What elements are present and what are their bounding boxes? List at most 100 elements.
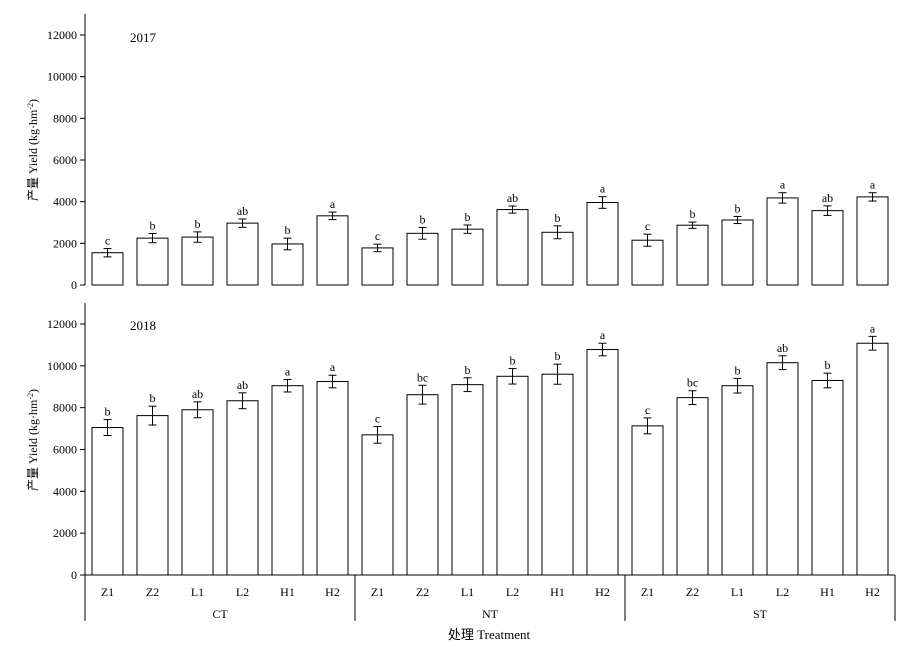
x-axis-title: 处理 Treatment [448, 627, 531, 642]
significance-letter: b [420, 213, 426, 227]
significance-letter: a [600, 328, 606, 342]
significance-letter: b [465, 363, 471, 377]
x-tick-label: H2 [325, 585, 340, 599]
x-tick-label: Z2 [416, 585, 429, 599]
significance-letter: ab [192, 387, 203, 401]
significance-letter: ab [777, 341, 788, 355]
bar [271, 385, 304, 576]
bar [181, 409, 214, 576]
y-tick-label: 2000 [53, 526, 77, 540]
group-label: NT [482, 607, 499, 621]
bar [226, 400, 259, 576]
bar [91, 252, 124, 286]
bar [856, 342, 889, 576]
bar [361, 247, 394, 286]
bar [766, 197, 799, 286]
y-tick-label: 0 [71, 278, 77, 292]
significance-letter: bc [417, 370, 428, 384]
bar [856, 196, 889, 286]
panel-2018: 0 2000 4000 6000 8000 10000 12000 产量 Yield (kg·… [26, 303, 889, 582]
significance-letter: b [150, 219, 156, 233]
bar [271, 243, 304, 286]
x-tick-label: L1 [191, 585, 204, 599]
significance-letter: c [375, 229, 380, 243]
y-tick-label: 2000 [53, 236, 77, 250]
y-axis-title: 产量 Yield (kg·hm-2) [26, 389, 41, 491]
bar [766, 362, 799, 576]
bar [811, 379, 844, 576]
significance-letter: a [330, 197, 336, 211]
bar [136, 415, 169, 576]
bar [406, 394, 439, 576]
significance-letter: a [285, 364, 291, 378]
bar [136, 237, 169, 286]
panel-2017: 0 2000 4000 6000 8000 10000 12000 产量 Yield (kg·… [26, 14, 889, 292]
y-tick-label: 6000 [53, 443, 77, 457]
bar [631, 425, 664, 576]
significance-letter: c [105, 234, 110, 248]
bar [181, 236, 214, 286]
panel-year-label: 2017 [130, 30, 157, 45]
y-tick-label: 10000 [47, 70, 77, 84]
x-tick-label: L1 [731, 585, 744, 599]
y-tick-label: 6000 [53, 153, 77, 167]
significance-letter: c [645, 403, 650, 417]
bar [496, 209, 529, 286]
bar [541, 231, 574, 286]
significance-letter: c [375, 411, 380, 425]
bar [451, 384, 484, 576]
bar [631, 239, 664, 286]
significance-letter: b [735, 363, 741, 377]
y-tick-label: 10000 [47, 359, 77, 373]
significance-letter: c [645, 219, 650, 233]
x-tick-label: H1 [820, 585, 835, 599]
x-tick-label: Z1 [101, 585, 114, 599]
y-tick-label: 8000 [53, 401, 77, 415]
significance-letter: b [510, 354, 516, 368]
significance-letter: b [195, 217, 201, 231]
significance-letter: ab [237, 204, 248, 218]
x-axis-area: Z1 Z2 L1 L2 H1 H2 Z1 Z2 L1 L2 H1 H2 Z1 Z2 L1 L2 H1 H2 CT NT… [84, 574, 896, 621]
significance-letter: b [465, 210, 471, 224]
y-tick-label: 12000 [47, 317, 77, 331]
x-tick-label: H1 [550, 585, 565, 599]
bar [811, 210, 844, 286]
significance-letter: b [555, 349, 561, 363]
significance-letter: ab [507, 191, 518, 205]
y-tick-label: 8000 [53, 111, 77, 125]
bar [316, 381, 349, 576]
x-tick-label: Z2 [146, 585, 159, 599]
significance-letter: b [150, 391, 156, 405]
y-tick-label: 4000 [53, 195, 77, 209]
y-tick-label: 4000 [53, 484, 77, 498]
bar [676, 224, 709, 286]
bar [316, 215, 349, 286]
significance-letter: b [735, 201, 741, 215]
x-tick-label: H2 [865, 585, 880, 599]
bar [541, 373, 574, 576]
bar [91, 427, 124, 576]
x-tick-label: Z1 [641, 585, 654, 599]
bar [586, 202, 619, 286]
bar [226, 222, 259, 286]
x-tick-label: H1 [280, 585, 295, 599]
x-tick-label: Z1 [371, 585, 384, 599]
significance-letter: a [870, 321, 876, 335]
y-tick-label: 12000 [47, 28, 77, 42]
significance-letter: a [600, 182, 606, 196]
bar [361, 434, 394, 576]
significance-letter: b [555, 211, 561, 225]
bar [721, 219, 754, 286]
panel-year-label: 2018 [130, 318, 156, 333]
x-tick-label: L2 [506, 585, 519, 599]
bar [676, 397, 709, 576]
significance-letter: bc [687, 376, 698, 390]
significance-letter: b [285, 223, 291, 237]
bar [451, 228, 484, 286]
significance-letter: a [330, 360, 336, 374]
significance-letter: b [690, 207, 696, 221]
bar [586, 349, 619, 576]
x-tick-label: L2 [236, 585, 249, 599]
bar [496, 375, 529, 576]
x-tick-label: Z2 [686, 585, 699, 599]
